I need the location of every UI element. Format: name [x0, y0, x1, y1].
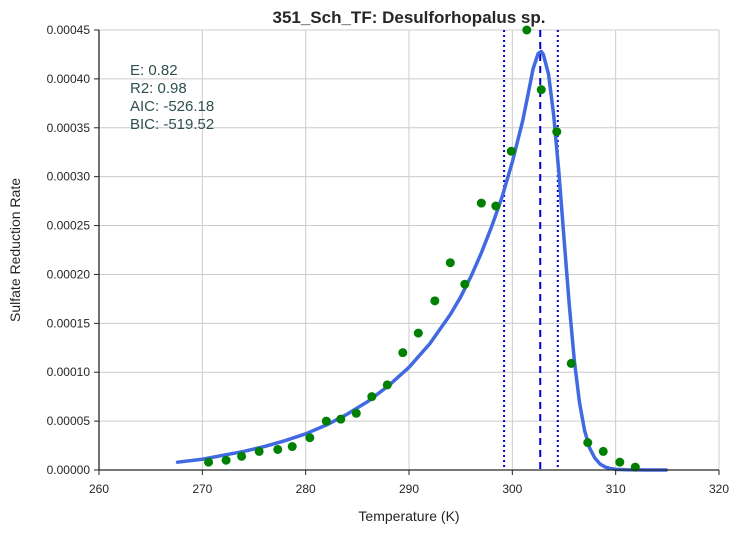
stat-bic: BIC: -519.52: [130, 116, 214, 133]
data-point: [598, 446, 608, 456]
data-point: [382, 380, 392, 390]
data-point: [491, 201, 501, 211]
x-tick-label: 300: [502, 482, 522, 496]
y-ticks: 0.00000 0.00005 0.00010 0.00015 0.00020 0.000…: [47, 23, 99, 477]
chart-title: 351_Sch_TF: Desulforhopalus sp.: [272, 8, 545, 27]
data-point: [254, 446, 264, 456]
reference-lines: [503, 30, 559, 470]
data-point: [351, 408, 361, 418]
stat-aic: AIC: -526.18: [130, 98, 214, 115]
data-point: [536, 85, 546, 95]
stats-box: E: 0.82 R2: 0.98 AIC: -526.18 BIC: -519.…: [130, 62, 214, 133]
y-tick-label: 0.00020: [47, 267, 91, 281]
x-ticks: 260 270 280 290 300 310 320: [89, 470, 729, 496]
data-point: [305, 433, 315, 443]
y-tick-label: 0.00025: [47, 219, 91, 233]
data-point: [221, 455, 231, 465]
data-point: [413, 328, 423, 338]
data-point: [445, 258, 455, 268]
data-point: [430, 296, 440, 306]
y-axis-label: Sulfate Reduction Rate: [7, 178, 23, 322]
y-tick-label: 0.00010: [47, 365, 91, 379]
data-point: [237, 451, 247, 461]
data-point: [522, 25, 532, 35]
data-point: [367, 392, 377, 402]
x-tick-label: 320: [709, 482, 729, 496]
x-gridlines: [201, 30, 720, 470]
x-tick-label: 290: [399, 482, 419, 496]
data-point: [398, 348, 408, 358]
data-point: [552, 127, 562, 137]
data-points: [204, 25, 640, 472]
data-point: [566, 358, 576, 368]
stat-e: E: 0.82: [130, 62, 178, 79]
fit-curve: [175, 49, 669, 472]
x-tick-label: 310: [606, 482, 626, 496]
x-tick-label: 260: [89, 482, 109, 496]
data-point: [321, 416, 331, 426]
x-tick-label: 270: [192, 482, 212, 496]
data-point: [476, 198, 486, 208]
y-tick-label: 0.00030: [47, 170, 91, 184]
data-point: [273, 444, 283, 454]
data-point: [204, 457, 214, 467]
y-tick-label: 0.00035: [47, 121, 91, 135]
data-point: [287, 442, 297, 452]
y-tick-label: 0.00040: [47, 72, 91, 86]
data-point: [460, 279, 470, 289]
stat-r2: R2: 0.98: [130, 80, 187, 97]
y-tick-label: 0.00045: [47, 23, 91, 37]
x-tick-label: 280: [296, 482, 316, 496]
y-gridlines: [99, 29, 719, 422]
data-point: [583, 438, 593, 448]
y-tick-label: 0.00000: [47, 463, 91, 477]
data-point: [630, 462, 640, 472]
data-point: [615, 457, 625, 467]
fit-curve-group: [175, 49, 669, 472]
y-tick-label: 0.00015: [47, 316, 91, 330]
data-point: [336, 414, 346, 424]
x-axis-label: Temperature (K): [358, 508, 459, 524]
y-tick-label: 0.00005: [47, 414, 91, 428]
data-point: [506, 146, 516, 156]
